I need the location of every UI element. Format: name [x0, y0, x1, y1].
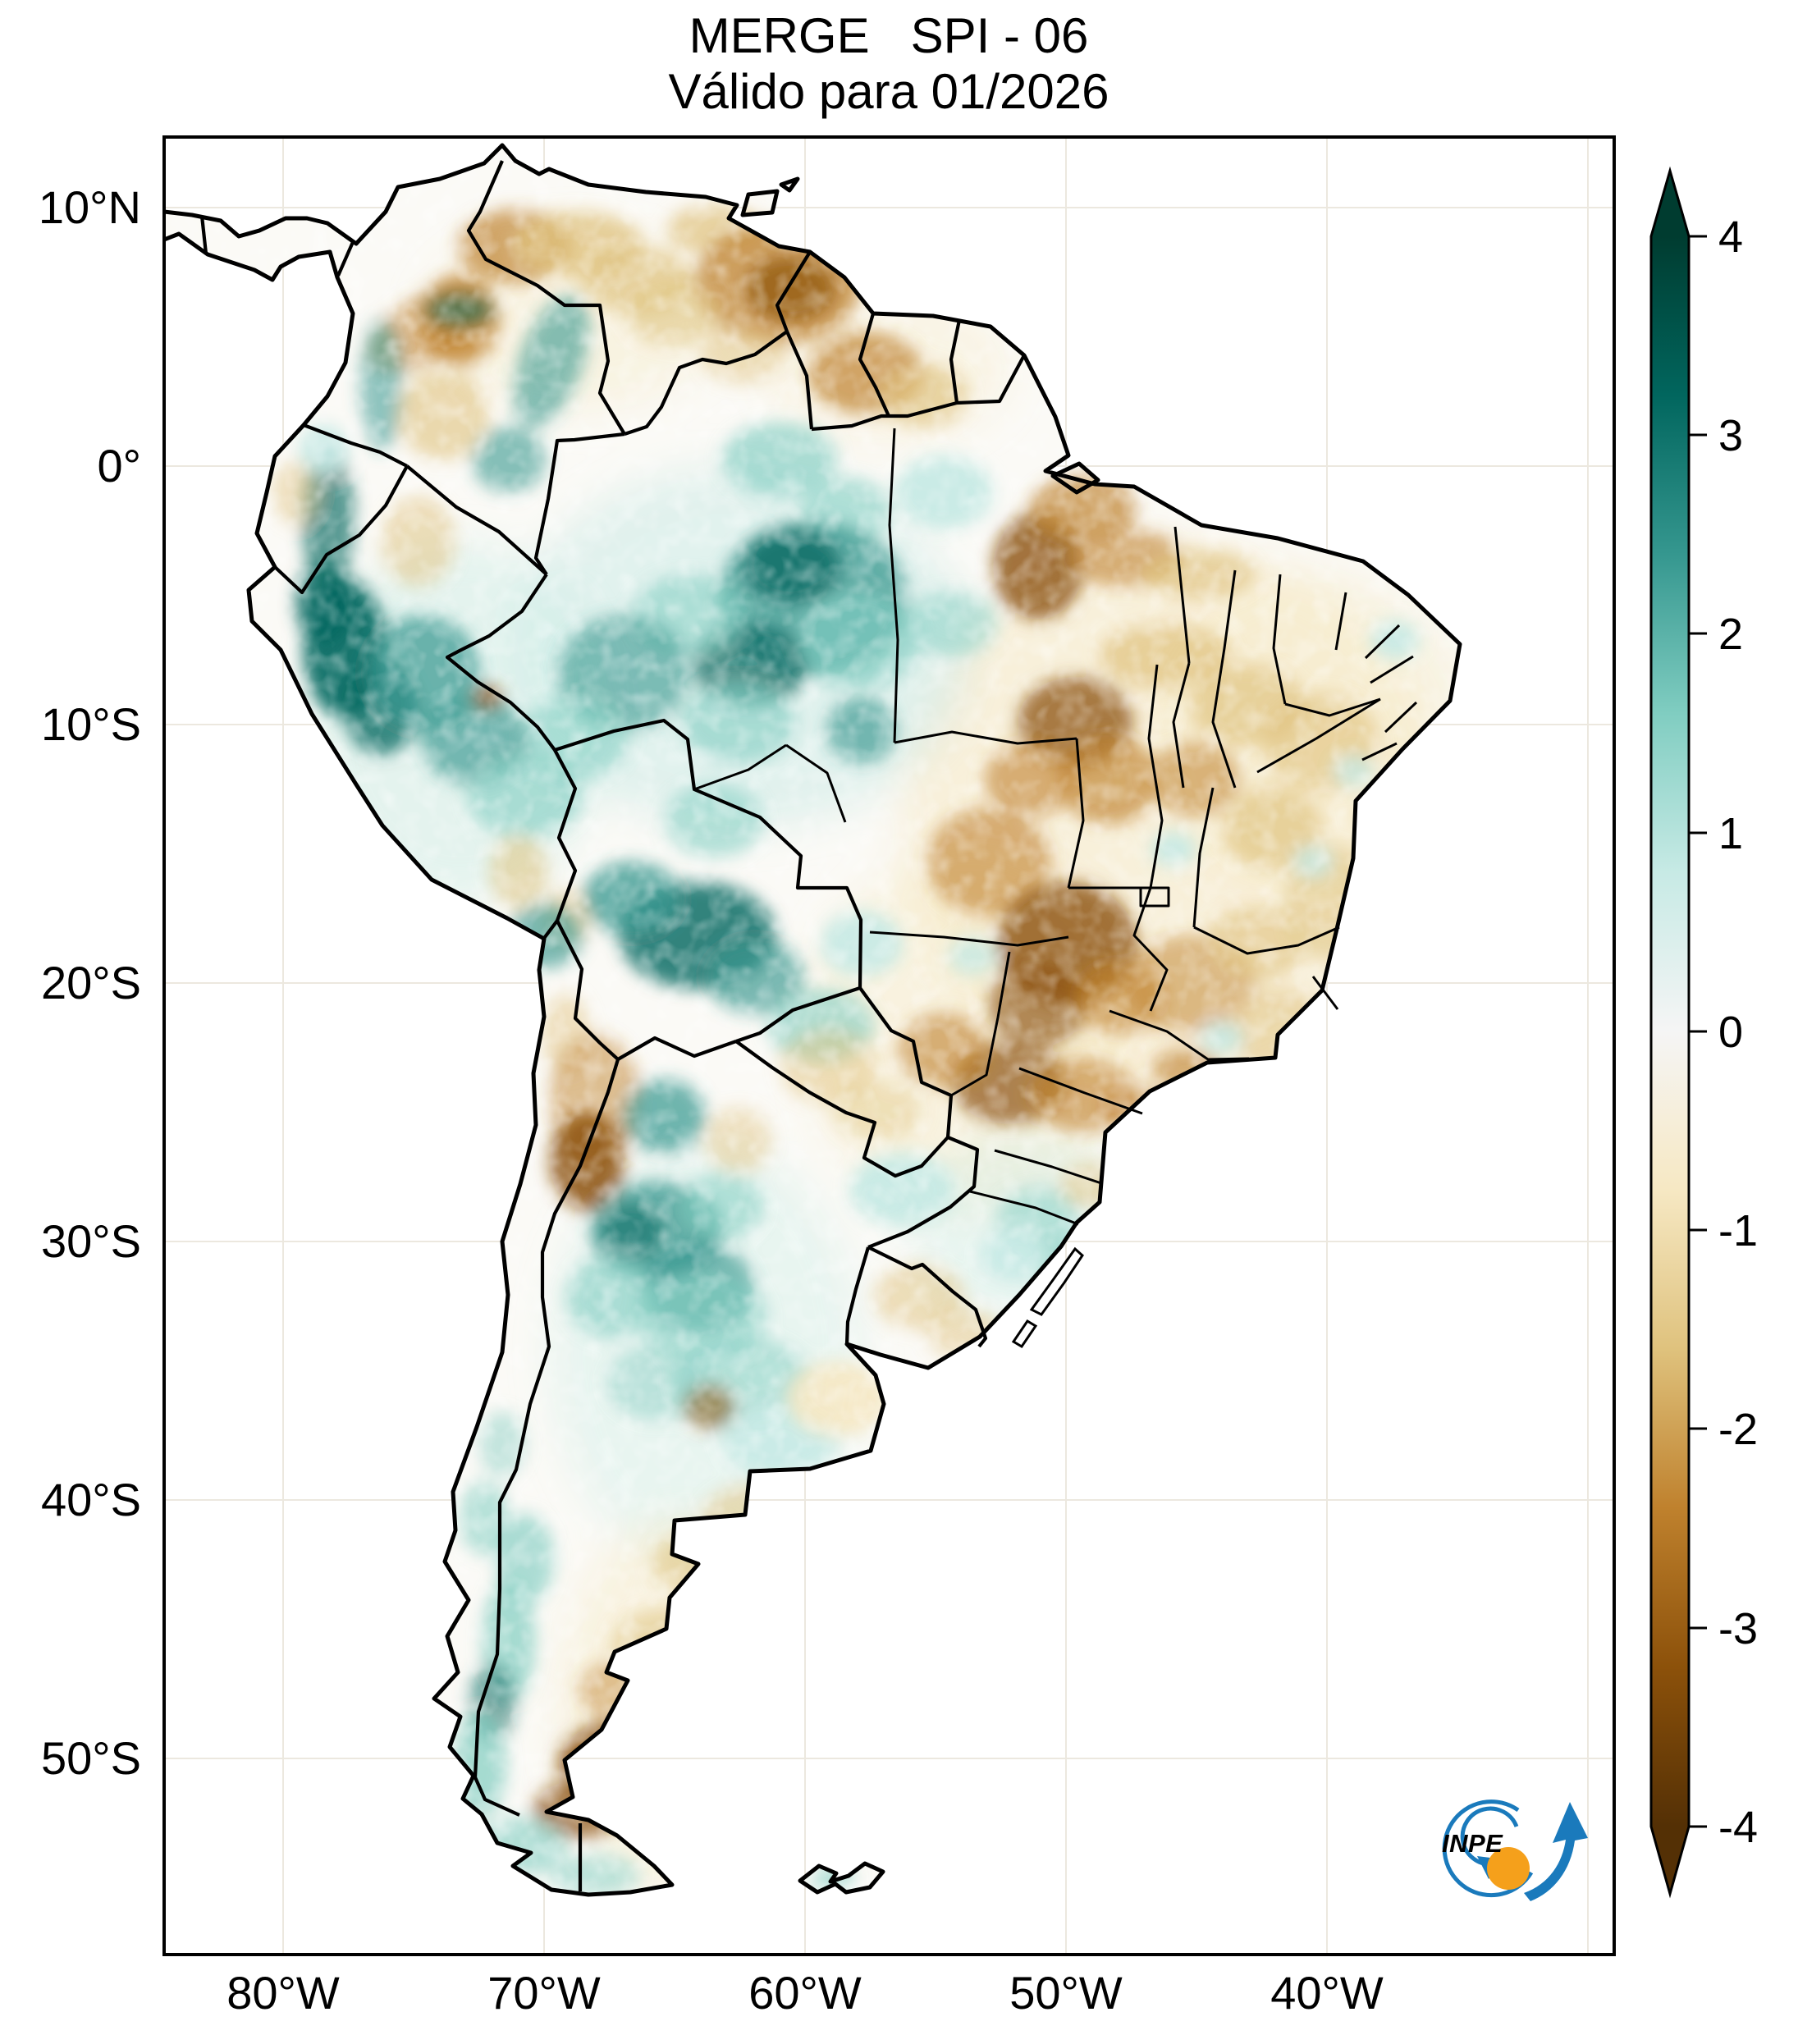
colorbar-tick-label: 3 [1718, 411, 1743, 460]
state-borders [693, 428, 1418, 1226]
inpe-orange-dot-icon [1487, 1847, 1530, 1890]
inpe-up-arrow-icon [1524, 1802, 1588, 1901]
map-plot-area: INPE [164, 137, 1614, 1955]
lat-tick-label: 10°S [41, 698, 141, 750]
colorbar-tick-label: 1 [1718, 809, 1743, 858]
inpe-logo: INPE [1442, 1799, 1588, 1901]
longitude-axis: 80°W 70°W 60°W 50°W 40°W [226, 1967, 1384, 2019]
colorbar-tick-label: 0 [1718, 1008, 1743, 1057]
lon-tick-label: 60°W [748, 1967, 862, 2019]
lon-tick-label: 50°W [1009, 1967, 1123, 2019]
inpe-swirl-outer-icon [1442, 1799, 1534, 1898]
latitude-axis: 10°N 0° 10°S 20°S 30°S 40°S 50°S [39, 181, 141, 1784]
colorbar-labels: 4 3 2 1 0 -1 -2 -3 -4 [1718, 213, 1758, 1852]
map-frame [162, 135, 1616, 1956]
colorbar-gradient [1649, 166, 1690, 1899]
colorbar-tick-label: -3 [1718, 1604, 1758, 1653]
lon-tick-label: 70°W [487, 1967, 601, 2019]
colorbar-tick-label: -2 [1718, 1405, 1758, 1454]
coastal-lagoons [1011, 1246, 1084, 1349]
lat-tick-label: 30°S [41, 1215, 141, 1267]
colorbar-tick-label: -4 [1718, 1803, 1758, 1852]
colorbar-tick-label: 4 [1718, 213, 1743, 262]
figure-title: MERGE SPI - 06 [689, 8, 1089, 63]
lat-tick-label: 0° [97, 440, 141, 492]
raster-speckle-texture [164, 145, 1460, 1895]
lon-tick-label: 40°W [1270, 1967, 1384, 2019]
lat-tick-label: 20°S [41, 957, 141, 1008]
colorbar-tick-label: 2 [1718, 610, 1743, 659]
lat-tick-label: 50°S [41, 1732, 141, 1784]
country-borders [199, 160, 1026, 1891]
colorbar-tick-label: -1 [1718, 1206, 1758, 1255]
inpe-logo-text: INPE [1442, 1829, 1503, 1858]
figure-subtitle: Válido para 01/2026 [668, 64, 1109, 119]
colorbar-ticks [1689, 235, 1707, 1828]
south-america-landmass [164, 145, 1460, 1895]
lat-tick-label: 40°S [41, 1474, 141, 1525]
colorbar: 4 3 2 1 0 -1 -2 -3 -4 [1649, 166, 1758, 1899]
inpe-swirl-inner-icon [1460, 1806, 1519, 1867]
lon-tick-label: 80°W [226, 1967, 340, 2019]
lat-tick-label: 10°N [39, 181, 141, 233]
coastline [164, 143, 1462, 1897]
